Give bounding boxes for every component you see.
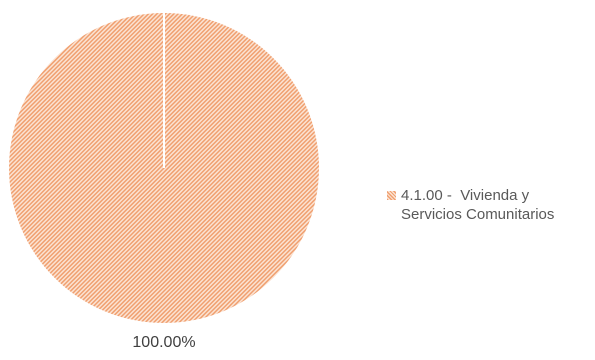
legend: 4.1.00 - Vivienda y Servicios Comunitari… [387, 186, 595, 224]
data-label: 100.00% [132, 334, 196, 351]
legend-swatch [387, 191, 396, 200]
legend-label: 4.1.00 - Vivienda y Servicios Comunitari… [401, 187, 555, 223]
